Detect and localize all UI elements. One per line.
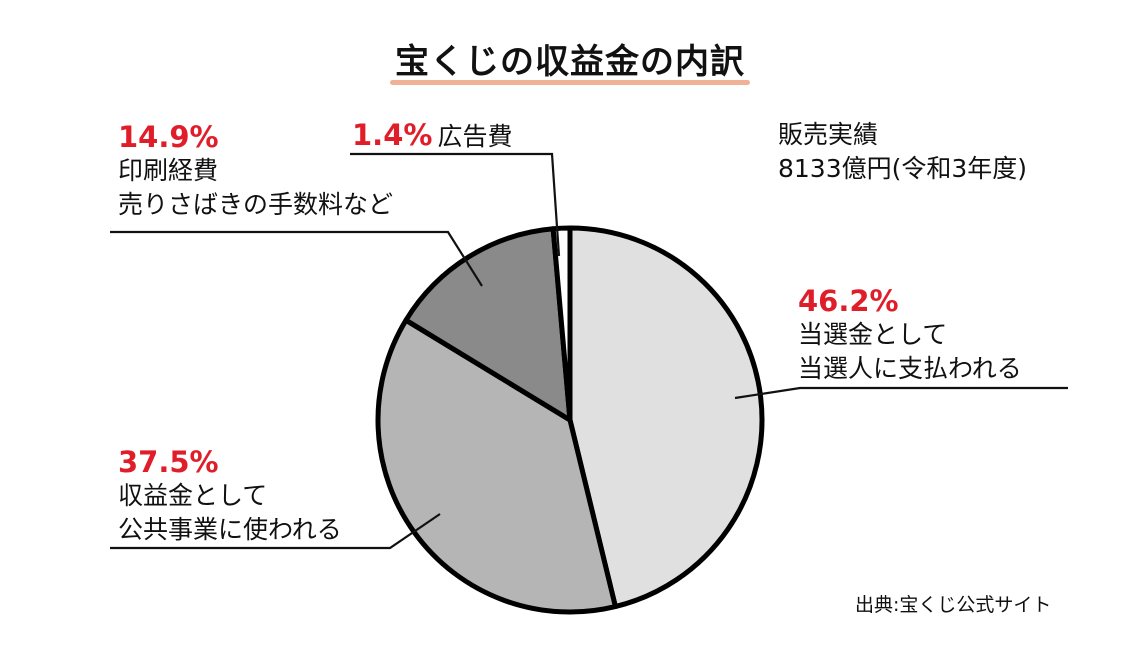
source-note: 出典:宝くじ公式サイト xyxy=(855,594,1052,616)
percent-label: 46.2% xyxy=(798,284,899,318)
slice-label-prizes: 46.2% 当選金として 当選人に支払われる xyxy=(798,284,1022,386)
title-underline xyxy=(390,80,750,85)
pie-slice-3 xyxy=(550,225,573,423)
leader-line-14-9 xyxy=(110,230,483,287)
annotation-line: 8133億円(令和3年度) xyxy=(778,154,1028,183)
chart-title: 宝くじの収益金の内訳 xyxy=(395,42,745,82)
category-label: 当選金として xyxy=(798,320,948,349)
leader-line-46-2 xyxy=(734,386,1068,400)
category-label: 収益金として xyxy=(118,481,268,510)
leader-line-1-4 xyxy=(350,152,561,257)
percent-label: 14.9% xyxy=(118,120,219,154)
category-label: 当選人に支払われる xyxy=(798,354,1022,383)
pie-slice-2 xyxy=(403,226,573,423)
category-label: 印刷経費 xyxy=(118,156,219,185)
pie-slice-0 xyxy=(567,225,765,610)
slice-label-public-projects: 37.5% 収益金として 公共事業に使われる xyxy=(118,445,342,547)
slice-label-advertising: 1.4% 広告費 xyxy=(352,118,513,154)
category-label: 広告費 xyxy=(437,122,513,151)
category-label: 売りさばきの手数料など xyxy=(118,190,394,219)
percent-label: 1.4% xyxy=(352,118,433,152)
sales-annotation: 販売実績 8133億円(令和3年度) xyxy=(778,118,1027,186)
leader-line-37-5 xyxy=(110,513,441,550)
pie-slice-1 xyxy=(375,317,618,615)
percent-label: 37.5% xyxy=(118,445,219,479)
category-label: 公共事業に使われる xyxy=(118,515,342,544)
slice-label-printing: 14.9% 印刷経費 売りさばきの手数料など xyxy=(118,120,393,222)
annotation-line: 販売実績 xyxy=(778,120,879,149)
